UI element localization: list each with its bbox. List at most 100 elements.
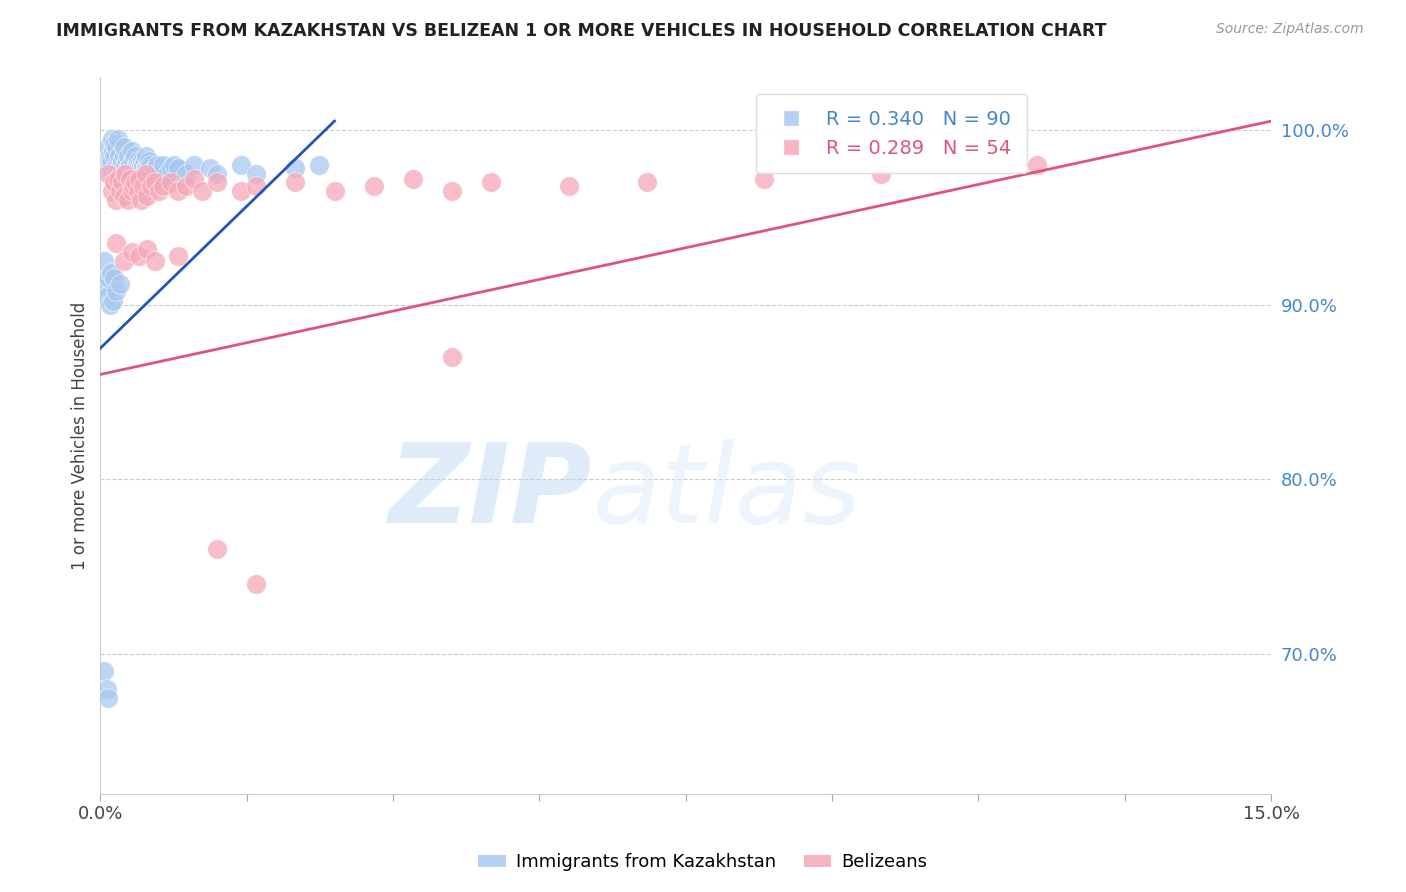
- Point: [127, 154, 149, 169]
- Point: [138, 161, 160, 176]
- Point: [143, 175, 166, 189]
- Point: [108, 277, 131, 291]
- Point: [136, 189, 159, 203]
- Point: [103, 271, 125, 285]
- Point: [139, 167, 162, 181]
- Point: [229, 158, 252, 172]
- Point: [131, 154, 153, 169]
- Point: [308, 158, 330, 172]
- Point: [110, 167, 132, 181]
- Point: [108, 161, 131, 176]
- Point: [118, 158, 141, 172]
- Point: [127, 184, 149, 198]
- Point: [118, 171, 141, 186]
- Point: [174, 178, 197, 193]
- Point: [97, 271, 120, 285]
- Point: [135, 167, 157, 181]
- Point: [129, 193, 152, 207]
- Point: [115, 154, 138, 169]
- Point: [752, 171, 775, 186]
- Point: [100, 154, 122, 169]
- Point: [111, 154, 134, 169]
- Point: [117, 149, 139, 163]
- Point: [135, 161, 157, 176]
- Point: [869, 167, 891, 181]
- Point: [245, 577, 267, 591]
- Point: [401, 171, 423, 186]
- Point: [94, 280, 117, 294]
- Point: [110, 158, 132, 172]
- Point: [128, 158, 150, 172]
- Point: [104, 158, 127, 172]
- Point: [163, 158, 186, 172]
- Point: [98, 149, 121, 163]
- Text: atlas: atlas: [592, 440, 860, 547]
- Point: [143, 253, 166, 268]
- Point: [284, 175, 307, 189]
- Point: [128, 249, 150, 263]
- Point: [363, 178, 385, 193]
- Point: [132, 158, 155, 172]
- Point: [125, 167, 148, 181]
- Point: [440, 184, 463, 198]
- Point: [101, 167, 124, 181]
- Point: [104, 284, 127, 298]
- Point: [117, 193, 139, 207]
- Point: [101, 144, 124, 158]
- Point: [122, 154, 145, 169]
- Point: [124, 149, 146, 163]
- Point: [105, 167, 128, 181]
- Point: [121, 245, 143, 260]
- Legend: R = 0.340   N = 90, R = 0.289   N = 54: R = 0.340 N = 90, R = 0.289 N = 54: [756, 95, 1028, 173]
- Point: [103, 175, 125, 189]
- Point: [107, 131, 129, 145]
- Point: [107, 171, 129, 186]
- Point: [122, 178, 145, 193]
- Point: [101, 131, 124, 145]
- Point: [323, 184, 346, 198]
- Point: [145, 158, 167, 172]
- Point: [107, 158, 129, 172]
- Point: [156, 167, 179, 181]
- Point: [129, 161, 152, 176]
- Point: [124, 161, 146, 176]
- Point: [124, 175, 146, 189]
- Point: [112, 140, 135, 154]
- Point: [136, 167, 159, 181]
- Point: [143, 161, 166, 176]
- Point: [128, 167, 150, 181]
- Point: [97, 167, 120, 181]
- Point: [93, 665, 115, 679]
- Point: [191, 184, 214, 198]
- Point: [207, 167, 229, 181]
- Point: [139, 158, 162, 172]
- Point: [440, 350, 463, 364]
- Point: [120, 167, 142, 181]
- Point: [284, 161, 307, 176]
- Point: [107, 171, 129, 186]
- Point: [229, 184, 252, 198]
- Point: [148, 184, 170, 198]
- Point: [97, 690, 120, 705]
- Point: [100, 158, 122, 172]
- Text: Source: ZipAtlas.com: Source: ZipAtlas.com: [1216, 22, 1364, 37]
- Point: [112, 189, 135, 203]
- Point: [101, 293, 124, 308]
- Point: [134, 154, 156, 169]
- Point: [101, 184, 124, 198]
- Point: [167, 249, 190, 263]
- Point: [131, 161, 153, 176]
- Point: [207, 542, 229, 557]
- Point: [128, 171, 150, 186]
- Point: [117, 161, 139, 176]
- Point: [183, 158, 205, 172]
- Point: [103, 149, 125, 163]
- Text: ZIP: ZIP: [388, 440, 592, 547]
- Point: [167, 184, 190, 198]
- Point: [183, 171, 205, 186]
- Point: [138, 154, 160, 169]
- Point: [174, 167, 197, 181]
- Point: [103, 175, 125, 189]
- Point: [100, 266, 122, 280]
- Point: [198, 161, 221, 176]
